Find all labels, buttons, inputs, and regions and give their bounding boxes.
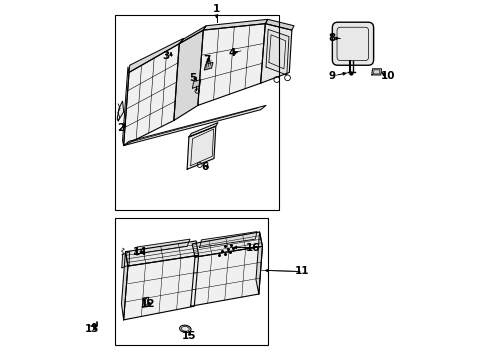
- Text: 11: 11: [294, 266, 308, 276]
- Text: 8: 8: [328, 33, 335, 43]
- Polygon shape: [123, 44, 179, 145]
- Polygon shape: [371, 69, 381, 75]
- Polygon shape: [192, 232, 262, 257]
- Text: 10: 10: [380, 71, 394, 81]
- Polygon shape: [117, 101, 123, 121]
- Polygon shape: [255, 232, 262, 294]
- Text: 5: 5: [189, 73, 196, 83]
- Polygon shape: [187, 126, 215, 169]
- Polygon shape: [198, 24, 265, 105]
- Polygon shape: [134, 239, 190, 254]
- Text: 3: 3: [162, 51, 169, 61]
- Polygon shape: [367, 28, 373, 60]
- FancyBboxPatch shape: [332, 22, 373, 65]
- Text: 4: 4: [228, 48, 235, 58]
- Polygon shape: [265, 19, 293, 30]
- Bar: [115, 218, 267, 345]
- Text: 7: 7: [203, 55, 210, 65]
- Polygon shape: [265, 30, 288, 75]
- Polygon shape: [125, 241, 198, 266]
- Text: 15: 15: [182, 331, 196, 341]
- Ellipse shape: [179, 325, 191, 333]
- Text: 16: 16: [246, 243, 260, 253]
- Polygon shape: [260, 24, 291, 83]
- Polygon shape: [203, 19, 267, 30]
- Bar: [115, 15, 278, 211]
- Circle shape: [349, 72, 352, 75]
- Polygon shape: [123, 255, 198, 320]
- Text: 6: 6: [201, 162, 208, 172]
- Text: 1: 1: [212, 4, 220, 14]
- Polygon shape: [174, 30, 203, 121]
- Text: 9: 9: [328, 71, 335, 81]
- Polygon shape: [199, 231, 257, 247]
- Text: 12: 12: [140, 299, 155, 309]
- Polygon shape: [142, 297, 148, 307]
- Polygon shape: [122, 67, 129, 145]
- Text: 14: 14: [133, 247, 147, 257]
- Polygon shape: [123, 105, 265, 145]
- Polygon shape: [192, 80, 201, 88]
- Polygon shape: [122, 252, 129, 268]
- Polygon shape: [188, 123, 218, 137]
- Polygon shape: [121, 252, 128, 320]
- Text: 13: 13: [84, 324, 99, 334]
- Text: 2: 2: [117, 123, 124, 133]
- Polygon shape: [179, 26, 206, 44]
- Polygon shape: [129, 39, 183, 72]
- Polygon shape: [190, 246, 262, 306]
- Polygon shape: [204, 62, 212, 70]
